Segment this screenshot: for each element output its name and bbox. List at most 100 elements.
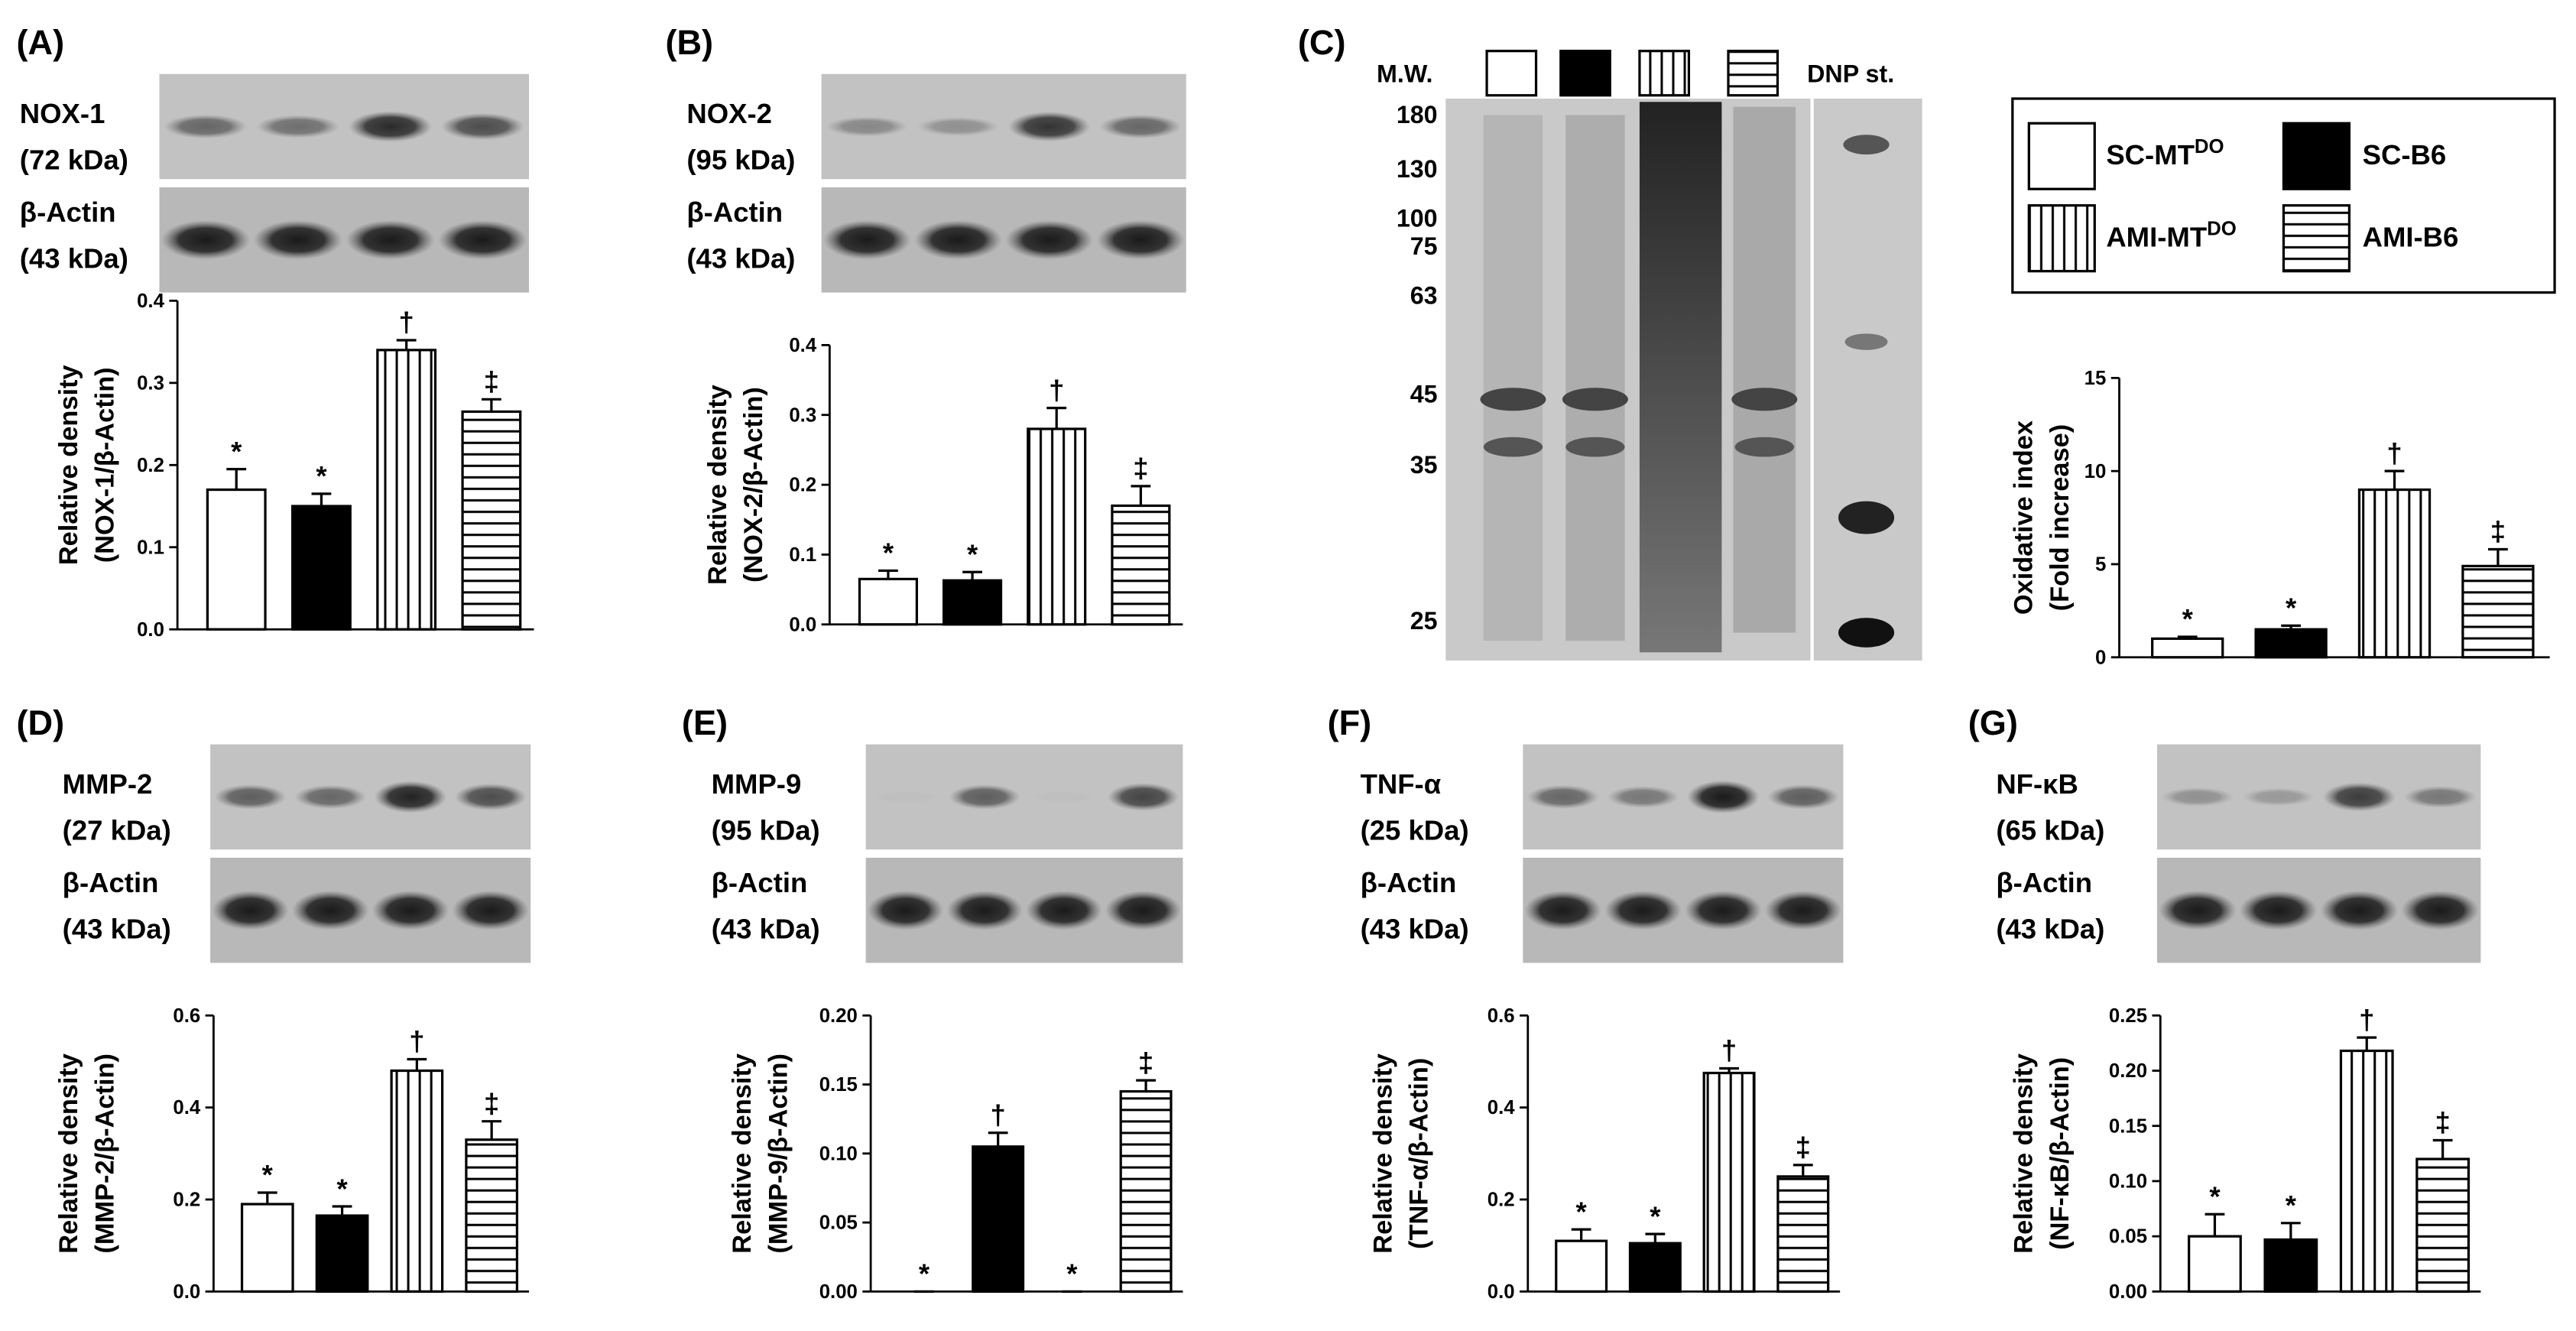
blot-label: (25 kDa) — [1361, 814, 1469, 846]
y-tick-label: 0.0 — [789, 614, 816, 635]
y-tick-label: 0.4 — [789, 335, 817, 356]
significance-label: ‡ — [1133, 453, 1148, 484]
y-tick-label: 0.05 — [2109, 1226, 2147, 1248]
legend-swatch — [2282, 122, 2351, 190]
bar — [2357, 488, 2432, 659]
y-tick-label: 0 — [2095, 647, 2106, 668]
error-bar — [1792, 1164, 1813, 1177]
panel-label: (D) — [16, 703, 64, 742]
blot-band — [1028, 790, 1099, 804]
y-tick-label: 0.2 — [173, 1190, 200, 1211]
blot-band — [2242, 787, 2315, 807]
blot-band — [949, 784, 1020, 810]
significance-label: * — [316, 460, 327, 492]
blot-label: TNF-α — [1361, 768, 1442, 800]
y-tick-label: 0.0 — [173, 1281, 200, 1303]
legend-sup: DO — [2207, 218, 2237, 239]
bar — [2254, 628, 2328, 659]
blot-band — [823, 220, 911, 260]
blot-label: NF-κB — [1996, 768, 2078, 800]
y-axis-label: Relative density — [728, 1053, 757, 1254]
bar — [291, 505, 352, 631]
error-bar — [332, 1205, 352, 1216]
y-axis-label: (NF-κB/β-Actin) — [2046, 1057, 2075, 1250]
mw-label: 63 — [1410, 282, 1438, 310]
error-bar — [1046, 406, 1067, 430]
blot-band — [1005, 220, 1094, 260]
gel-band — [1731, 388, 1798, 411]
blot-band — [212, 890, 289, 930]
blot-band — [2239, 890, 2318, 930]
y-tick-label: 0.6 — [173, 1005, 200, 1027]
standard-label: DNP st. — [1807, 60, 1894, 88]
gel-band — [1483, 437, 1543, 457]
legend-text: AMI-B6 — [2363, 221, 2459, 252]
y-tick-label: 0.2 — [137, 455, 164, 476]
error-bar — [2281, 624, 2302, 630]
blot-band — [349, 111, 433, 142]
legend-swatch — [2027, 122, 2096, 190]
blot-label: MMP-2 — [63, 768, 153, 800]
significance-label: * — [1066, 1258, 1078, 1290]
blot-band — [291, 890, 369, 930]
legend-label: AMI-MTDO — [2106, 218, 2237, 252]
lane-key — [1559, 50, 1611, 97]
error-bar — [2357, 1036, 2377, 1051]
error-bar — [2177, 635, 2198, 639]
legend-label: SC-MTDO — [2106, 136, 2224, 170]
mw-label: 75 — [1410, 232, 1438, 260]
panel-label: (B) — [665, 23, 713, 62]
error-bar — [1719, 1066, 1739, 1073]
blot-label: β-Actin — [1361, 867, 1457, 898]
gel-lane — [1733, 106, 1796, 633]
significance-label: * — [2209, 1181, 2221, 1213]
blot-band — [1767, 784, 1840, 810]
error-bar — [311, 492, 332, 507]
bar — [1119, 1089, 1173, 1293]
y-tick-label: 0.3 — [137, 372, 164, 394]
y-tick-label: 0.0 — [1488, 1281, 1515, 1303]
y-axis-label: Relative density — [703, 385, 732, 585]
blot-label: (43 kDa) — [63, 913, 171, 944]
bar — [390, 1069, 444, 1293]
y-tick-label: 0.4 — [1488, 1097, 1516, 1118]
error-bar — [2432, 1138, 2453, 1160]
panel-label: (A) — [16, 23, 64, 62]
y-tick-label: 0.10 — [2109, 1171, 2147, 1193]
blot-band — [2322, 782, 2396, 812]
mw-title: M.W. — [1377, 60, 1432, 88]
gel-lane — [1639, 102, 1722, 653]
gel-band — [1562, 388, 1628, 411]
y-tick-label: 0.00 — [819, 1281, 858, 1303]
blot-band — [2159, 890, 2237, 930]
mw-label: 25 — [1410, 607, 1438, 635]
blot-band — [161, 220, 250, 260]
blot-band — [454, 783, 527, 811]
legend-sup: DO — [2195, 136, 2224, 157]
significance-label: * — [1576, 1196, 1588, 1227]
bar — [2339, 1049, 2394, 1293]
error-bar — [407, 1057, 427, 1071]
blot-label: (95 kDa) — [686, 144, 795, 175]
significance-label: † — [409, 1026, 424, 1057]
y-tick-label: 0.1 — [789, 544, 816, 566]
error-bar — [2205, 1213, 2225, 1237]
panel-label: (F) — [1328, 703, 1372, 742]
error-bar — [962, 570, 982, 581]
y-tick-label: 0.15 — [2109, 1115, 2147, 1137]
y-axis-label: (MMP-9/β-Actin) — [764, 1053, 793, 1254]
bar — [972, 1145, 1025, 1293]
blot-band — [1096, 220, 1185, 260]
blot-band — [1526, 784, 1599, 810]
blot-band — [1607, 786, 1679, 808]
bar — [1111, 504, 1171, 626]
blot-label: (95 kDa) — [712, 814, 820, 846]
y-tick-label: 0.4 — [173, 1097, 201, 1118]
y-axis-label: (NOX-2/β-Actin) — [739, 387, 768, 583]
mw-label: 100 — [1397, 205, 1438, 232]
bar — [376, 349, 437, 631]
significance-label: * — [883, 537, 894, 569]
blot-label: NOX-2 — [686, 98, 772, 129]
